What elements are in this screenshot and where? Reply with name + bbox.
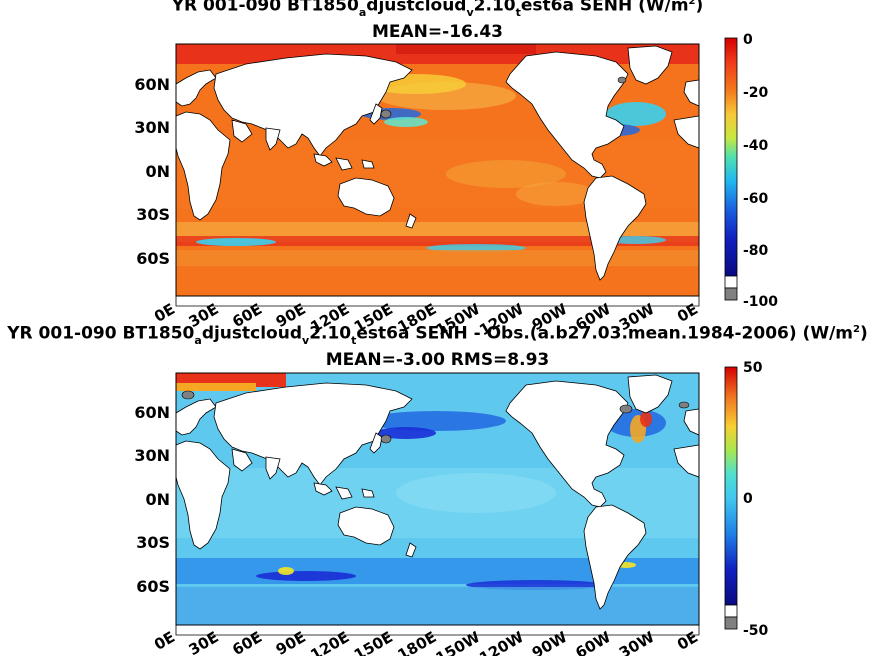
panel1-ytick-30s: 30S: [136, 205, 170, 224]
panel1-frame: [175, 43, 700, 297]
panel2-colorbar: 50 0 -50: [724, 360, 769, 639]
panel2-frame: [175, 372, 700, 626]
panel1-cb-label-0: 0: [743, 32, 753, 48]
panel2-ytick-60s: 60S: [136, 577, 170, 596]
panel2-y-axis: 60N 30N 0N 30S 60S: [134, 403, 170, 596]
panel1-title: YR 001-090 BT1850adjustcloudv2.10test6a …: [171, 0, 704, 19]
panel2-ytick-30n: 30N: [134, 446, 170, 465]
panel2-map: [175, 372, 700, 636]
panel2-cb-label-0: 0: [743, 491, 753, 507]
panel1-stats: MEAN=-16.43: [372, 22, 503, 42]
panel2-xtick: 0E: [151, 628, 178, 654]
panel2-ytick-30s: 30S: [136, 533, 170, 552]
panel1-cb-label-40: -40: [743, 138, 769, 154]
panel2-colorbar-scale: [724, 366, 738, 606]
panel1-y-axis: 60N 30N 0N 30S 60S: [134, 75, 170, 268]
panel1-ytick-0n: 0N: [145, 162, 170, 181]
panel2-stats: MEAN=-3.00 RMS=8.93: [325, 350, 550, 370]
panel1-cb-label-100: -100: [743, 294, 778, 310]
panel1-xtick: 0E: [151, 300, 178, 326]
panel1-cb-label-60: -60: [743, 191, 769, 207]
panel1-colorbar-scale: [724, 37, 738, 277]
panel1-ytick-30n: 30N: [134, 118, 170, 137]
panel1-cb-label-20: -20: [743, 85, 769, 101]
panel1-map: [175, 43, 700, 307]
panel1-ytick-60n: 60N: [134, 75, 170, 94]
panel2-ytick-60n: 60N: [134, 403, 170, 422]
panel1-cb-label-80: -80: [743, 243, 769, 259]
panel2-cb-label-50: 50: [743, 360, 763, 376]
panel2-title: YR 001-090 BT1850adjustcloudv2.10test6a …: [7, 323, 868, 347]
panel2-ytick-0n: 0N: [145, 490, 170, 509]
panel2-cb-label-neg50: -50: [743, 623, 769, 639]
panel1-colorbar: 0 -20 -40 -60 -80 -100: [724, 32, 778, 310]
panel1-ytick-60s: 60S: [136, 249, 170, 268]
